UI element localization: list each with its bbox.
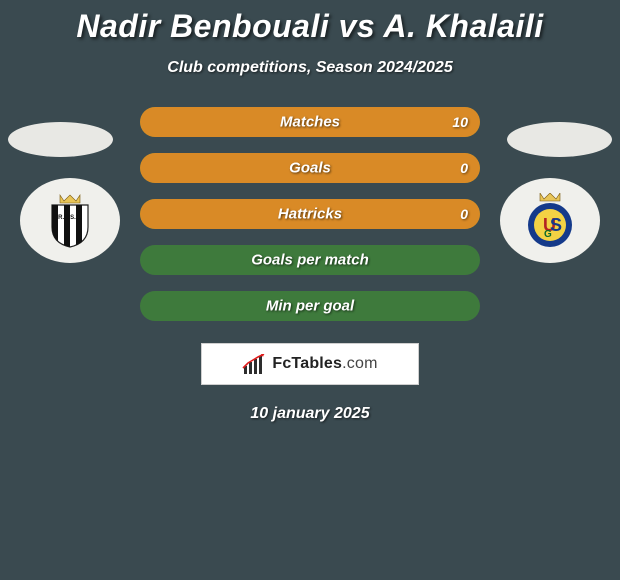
watermark-brand: FcTables: [272, 355, 342, 372]
stat-bar-bg: [140, 291, 480, 321]
left-club-badge: R.C.S.C.: [20, 178, 120, 263]
right-club-badge: U S G: [500, 178, 600, 263]
stat-row: Min per goal: [140, 291, 480, 321]
stat-bar-fill: [140, 153, 480, 183]
watermark: FcTables.com: [201, 343, 419, 385]
footer-date: 10 january 2025: [0, 405, 620, 423]
watermark-text: FcTables.com: [272, 355, 377, 373]
page-title: Nadir Benbouali vs A. Khalaili: [0, 8, 620, 45]
stat-bar-fill: [140, 107, 480, 137]
stat-value-right: 0: [460, 160, 468, 176]
right-player-photo: [507, 122, 612, 157]
stat-row: Hattricks0: [140, 199, 480, 229]
infographic-root: Nadir Benbouali vs A. Khalaili Club comp…: [0, 0, 620, 423]
club-crest-icon: U S G: [522, 193, 578, 249]
watermark-suffix: .com: [342, 355, 377, 372]
stat-bar-bg: [140, 245, 480, 275]
stat-row: Goals0: [140, 153, 480, 183]
stat-row: Goals per match: [140, 245, 480, 275]
subtitle: Club competitions, Season 2024/2025: [0, 59, 620, 77]
stat-rows: Matches10 Goals0 Hattricks0 Goals per match…: [140, 107, 480, 321]
shield-icon: R.C.S.C.: [46, 193, 94, 249]
svg-text:S: S: [550, 215, 562, 235]
bar-chart-icon: [242, 354, 266, 374]
stat-bar-fill: [140, 199, 480, 229]
stat-row: Matches10: [140, 107, 480, 137]
svg-text:R.C.S.C.: R.C.S.C.: [58, 215, 82, 221]
left-player-photo: [8, 122, 113, 157]
stat-value-right: 10: [452, 114, 468, 130]
svg-text:G: G: [544, 229, 552, 240]
stat-value-right: 0: [460, 206, 468, 222]
